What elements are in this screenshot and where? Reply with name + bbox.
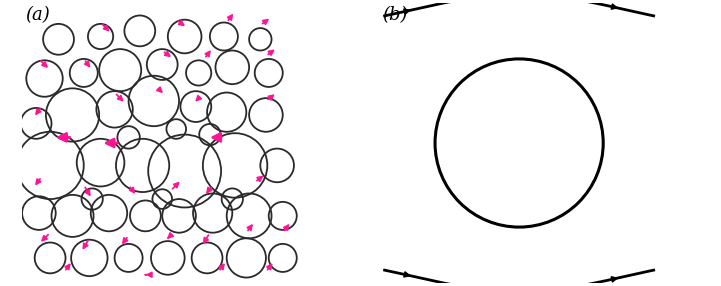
Text: (a): (a) xyxy=(25,6,50,24)
Text: (b): (b) xyxy=(382,6,407,24)
